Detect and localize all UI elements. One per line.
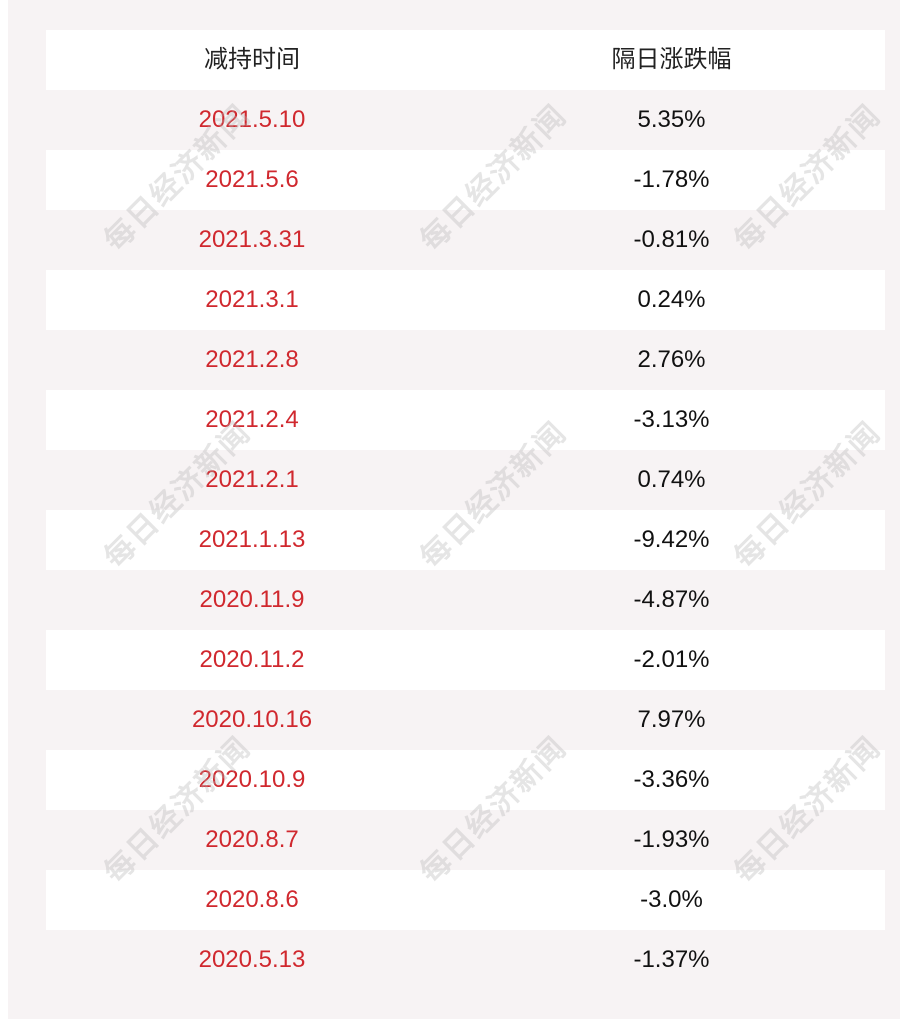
row-change: 2.76% (637, 346, 706, 373)
row-date: 2021.5.10 (198, 106, 306, 133)
row-date: 2021.2.4 (205, 406, 299, 433)
table-row: 2021.3.31 -0.81% (46, 210, 885, 270)
row-change: -2.01% (633, 646, 710, 673)
row-date: 2020.10.16 (191, 706, 313, 733)
row-date: 2021.5.6 (205, 166, 299, 193)
row-date: 2020.8.7 (205, 826, 299, 853)
table-row: 2020.11.9 -4.87% (46, 570, 885, 630)
header-change: 隔日涨跌幅 (611, 46, 732, 73)
table-row: 2021.1.13 -9.42% (46, 510, 885, 570)
row-date: 2021.3.31 (198, 226, 306, 253)
row-change: -3.0% (640, 886, 703, 913)
header-date: 减持时间 (204, 46, 300, 73)
row-change: -0.81% (633, 226, 710, 253)
table-row: 2020.10.9 -3.36% (46, 750, 885, 810)
table-row: 2021.5.6 -1.78% (46, 150, 885, 210)
row-change: -1.93% (633, 826, 710, 853)
row-date: 2020.8.6 (205, 886, 299, 913)
table-row: 2020.10.16 7.97% (46, 690, 885, 750)
table-row: 2021.2.1 0.74% (46, 450, 885, 510)
row-change: -3.13% (633, 406, 710, 433)
row-change: 7.97% (637, 706, 706, 733)
row-date: 2020.5.13 (198, 946, 306, 973)
row-change: -4.87% (633, 586, 710, 613)
row-date: 2020.11.2 (199, 646, 305, 673)
table-row: 2021.3.1 0.24% (46, 270, 885, 330)
row-change: -3.36% (633, 766, 710, 793)
table-row: 2020.8.7 -1.93% (46, 810, 885, 870)
row-change: -1.78% (633, 166, 710, 193)
table-row: 2021.5.10 5.35% (46, 90, 885, 150)
table-header: 减持时间 隔日涨跌幅 (46, 30, 885, 90)
row-date: 2021.2.8 (205, 346, 299, 373)
table-row: 2021.2.4 -3.13% (46, 390, 885, 450)
row-change: 5.35% (637, 106, 706, 133)
table-row: 2021.2.8 2.76% (46, 330, 885, 390)
table-panel: 减持时间 隔日涨跌幅 2021.5.10 5.35% 2021.5.6 -1.7… (8, 0, 900, 1019)
row-change: -9.42% (633, 526, 710, 553)
row-date: 2021.2.1 (205, 466, 299, 493)
row-date: 2020.10.9 (198, 766, 306, 793)
row-change: 0.74% (637, 466, 706, 493)
table-row: 2020.5.13 -1.37% (46, 930, 885, 990)
row-change: 0.24% (637, 286, 706, 313)
row-change: -1.37% (633, 946, 710, 973)
row-date: 2021.3.1 (205, 286, 299, 313)
reduction-table: 减持时间 隔日涨跌幅 2021.5.10 5.35% 2021.5.6 -1.7… (46, 30, 885, 990)
table-row: 2020.8.6 -3.0% (46, 870, 885, 930)
row-date: 2021.1.13 (198, 526, 306, 553)
table-row: 2020.11.2 -2.01% (46, 630, 885, 690)
row-date: 2020.11.9 (199, 586, 305, 613)
